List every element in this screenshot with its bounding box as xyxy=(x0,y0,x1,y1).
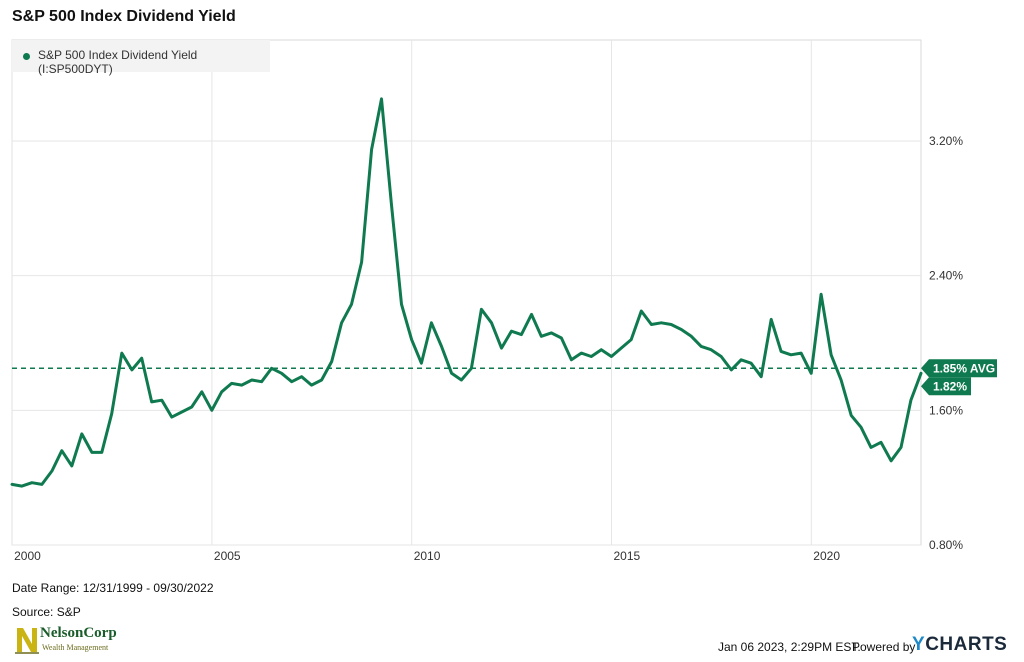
x-tick-label: 2015 xyxy=(614,549,641,563)
y-tick-label: 0.80% xyxy=(929,538,963,552)
logo-name: NelsonCorp xyxy=(40,625,117,641)
x-tick-label: 2020 xyxy=(813,549,840,563)
last-value-tag: 1.82% xyxy=(921,377,971,396)
y-tick-label: 2.40% xyxy=(929,269,963,283)
axis-layer: 0.80% 1.60% 2.40% 3.20% 2000 2005 2010 2015 2020 xyxy=(14,134,963,563)
y-tick-label: 1.60% xyxy=(929,403,963,417)
powered-by-label: Powered by xyxy=(852,640,916,654)
y-tick-label: 3.20% xyxy=(929,134,963,148)
ycharts-logo-y: Y xyxy=(912,634,926,655)
plot-frame xyxy=(11,39,922,546)
ycharts-logo[interactable]: YCHARTS xyxy=(912,634,1007,656)
chart-title: S&P 500 Index Dividend Yield xyxy=(12,8,236,25)
average-tag-label: 1.85% AVG xyxy=(933,361,995,375)
grid-layer xyxy=(11,39,922,546)
ycharts-logo-text: CHARTS xyxy=(925,634,1008,655)
source: Source: S&P xyxy=(12,605,81,619)
last-value-tag-label: 1.82% xyxy=(933,379,967,393)
legend-label: S&P 500 Index Dividend Yield (I:SP500DYT… xyxy=(38,48,198,76)
last-value-tag-shape xyxy=(921,377,971,396)
series-line xyxy=(10,97,923,488)
x-tick-label: 2005 xyxy=(214,549,241,563)
date-range: Date Range: 12/31/1999 - 09/30/2022 xyxy=(12,581,214,595)
x-tick-label: 2000 xyxy=(14,549,41,563)
nelsoncorp-logo-mark-icon xyxy=(15,628,39,654)
average-tag-shape xyxy=(921,359,997,378)
legend[interactable]: S&P 500 Index Dividend Yield (I:SP500DYT… xyxy=(12,40,270,76)
logo-tagline: Wealth Management xyxy=(42,643,109,652)
legend-dot-icon xyxy=(23,53,30,60)
x-tick-label: 2010 xyxy=(414,549,441,563)
timestamp: Jan 06 2023, 2:29PM EST. xyxy=(718,640,861,654)
average-tag: 1.85% AVG xyxy=(921,359,997,378)
nelsoncorp-logo: NelsonCorp Wealth Management xyxy=(14,624,124,654)
